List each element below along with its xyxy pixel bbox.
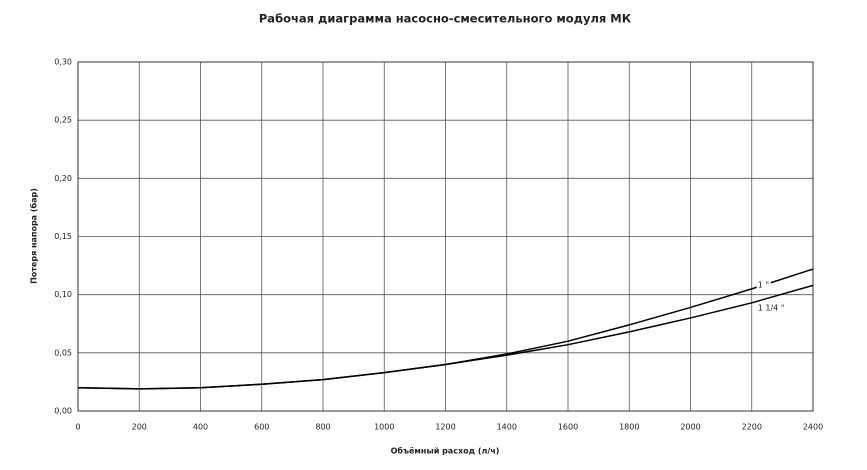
x-tick-label: 2200 xyxy=(742,423,762,432)
x-tick-label: 400 xyxy=(193,423,208,432)
series-label-bg xyxy=(756,302,785,313)
x-tick-label: 0 xyxy=(75,423,80,432)
x-tick-label: 2400 xyxy=(803,423,823,432)
series-label: 1 1/4 " xyxy=(758,303,785,312)
series-label-bg xyxy=(756,279,771,290)
x-tick-label: 200 xyxy=(132,423,147,432)
series-line xyxy=(77,284,814,390)
y-tick-label: 0,30 xyxy=(54,58,72,67)
y-tick-label: 0,10 xyxy=(54,290,72,299)
x-tick-label: 600 xyxy=(254,423,269,432)
y-tick-label: 0,25 xyxy=(54,116,72,125)
x-tick-label: 1400 xyxy=(497,423,517,432)
x-tick-label: 1800 xyxy=(619,423,639,432)
plot-frame xyxy=(77,61,814,412)
y-tick-label: 0,15 xyxy=(54,232,72,241)
chart-title: Рабочая диаграмма насосно-смесительного … xyxy=(259,12,632,26)
x-tick-label: 1600 xyxy=(558,423,578,432)
x-tick-label: 2000 xyxy=(680,423,700,432)
y-tick-label: 0,20 xyxy=(54,174,72,183)
x-axis-label: Объёмный расход (л/ч) xyxy=(391,446,500,456)
x-tick-label: 1200 xyxy=(435,423,455,432)
y-tick-label: 0,05 xyxy=(54,348,72,357)
series-label: 1 " xyxy=(758,280,769,289)
x-tick-label: 1000 xyxy=(374,423,394,432)
y-axis-label: Потеря напора (бар) xyxy=(29,188,39,284)
y-tick-label: 0,00 xyxy=(54,407,72,416)
x-tick-label: 800 xyxy=(315,423,330,432)
